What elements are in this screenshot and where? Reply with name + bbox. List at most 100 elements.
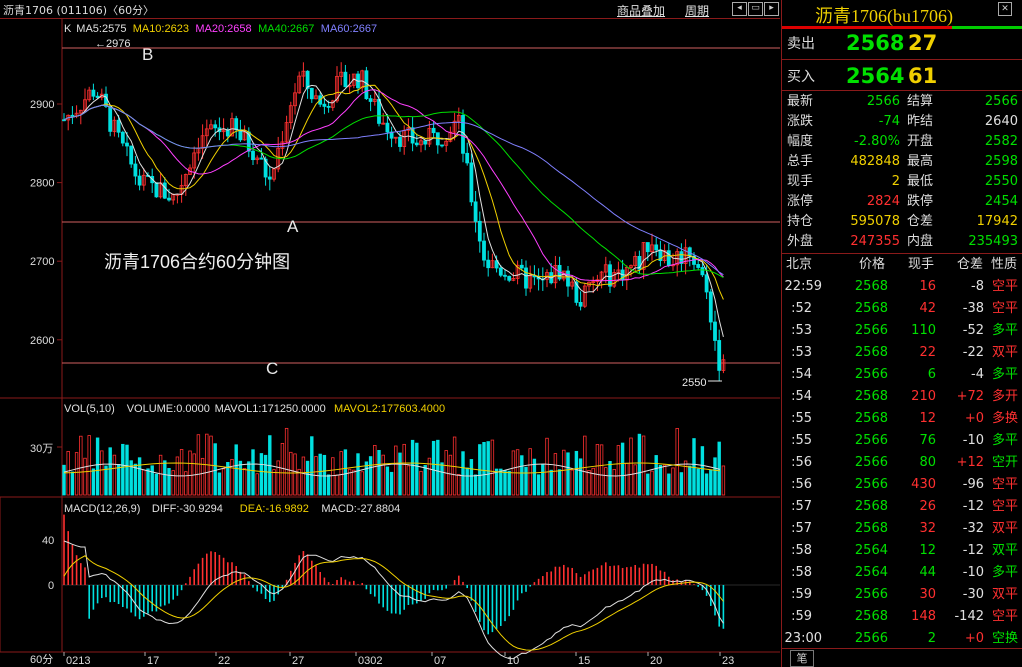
tick-price: 2566 bbox=[854, 587, 888, 602]
candle-body bbox=[578, 302, 583, 307]
mavol2-line bbox=[63, 462, 721, 474]
stat-label: 跌停 bbox=[907, 194, 934, 209]
tick-row[interactable]: :57 2568 26 -12 空平 bbox=[782, 496, 1022, 518]
candle-body bbox=[125, 142, 129, 147]
tick-oi-change: +0 bbox=[964, 631, 984, 646]
candle-body bbox=[251, 150, 255, 161]
tick-row[interactable]: :55 2568 12 +0 多换 bbox=[782, 408, 1022, 430]
buy-row: 买入 bbox=[787, 66, 815, 86]
tick-row[interactable]: :53 2568 22 -22 双平 bbox=[782, 342, 1022, 364]
tick-oi-change: -96 bbox=[962, 477, 984, 492]
candle-body bbox=[183, 174, 188, 186]
volume-bar bbox=[339, 451, 343, 496]
volume-bar bbox=[297, 468, 301, 496]
volume-bar bbox=[713, 457, 717, 496]
tick-row[interactable]: :59 2568 148 -142 空平 bbox=[782, 606, 1022, 628]
candle-body bbox=[641, 242, 646, 270]
prev-icon[interactable]: ◂ bbox=[732, 2, 747, 16]
macd-axis-label: 0 bbox=[48, 580, 54, 592]
tick-price: 2566 bbox=[854, 433, 888, 448]
date-tick-label: 15 bbox=[578, 655, 590, 667]
stat-label: 外盘 bbox=[787, 234, 814, 249]
tick-row[interactable]: :58 2564 44 -10 多平 bbox=[782, 562, 1022, 584]
candle-body bbox=[91, 89, 96, 97]
tick-row[interactable]: :59 2566 30 -30 双平 bbox=[782, 584, 1022, 606]
volume-bar bbox=[343, 449, 348, 496]
volume-bar bbox=[301, 456, 306, 496]
candle-body bbox=[465, 152, 470, 164]
tick-row[interactable]: :54 2566 6 -4 多平 bbox=[782, 364, 1022, 386]
tick-oi-change: -10 bbox=[962, 433, 984, 448]
minimize-icon[interactable]: ▭ bbox=[748, 2, 763, 16]
volume-bar bbox=[541, 464, 545, 496]
tick-row[interactable]: :56 2566 430 -96 空平 bbox=[782, 474, 1022, 496]
candle-body bbox=[431, 127, 436, 134]
next-icon[interactable]: ▸ bbox=[764, 2, 779, 16]
volume-bar bbox=[679, 472, 684, 496]
overlay-link[interactable]: 商品叠加 bbox=[617, 4, 666, 18]
tick-row[interactable]: 22:59 2568 16 -8 空平 bbox=[782, 276, 1022, 298]
candle-body bbox=[192, 152, 197, 169]
tick-qty: 76 bbox=[919, 433, 936, 448]
tick-row[interactable]: 23:00 2566 2 +0 空换 bbox=[782, 628, 1022, 650]
candle-body bbox=[335, 76, 339, 102]
tick-oi-change: -38 bbox=[962, 301, 984, 316]
volume-bar bbox=[604, 467, 608, 496]
ma-line bbox=[63, 84, 724, 300]
stat-label: 最高 bbox=[907, 154, 934, 169]
date-tick-label: 17 bbox=[147, 655, 159, 667]
volume-bar bbox=[200, 457, 205, 496]
volume-bar bbox=[696, 468, 700, 496]
volume-bar bbox=[150, 465, 154, 496]
ticks-list[interactable]: 22:59 2568 16 -8 空平:52 2568 42 -38 空平:53 2566 110-… bbox=[782, 276, 1022, 650]
tick-price: 2568 bbox=[854, 279, 888, 294]
tick-oi-change: -4 bbox=[971, 367, 984, 382]
volume-bar bbox=[112, 454, 117, 496]
tick-row[interactable]: :52 2568 42 -38 空平 bbox=[782, 298, 1022, 320]
tick-row[interactable]: :53 2566 110 -52 多平 bbox=[782, 320, 1022, 342]
tick-mode-button[interactable]: 笔 bbox=[790, 650, 814, 667]
tick-row[interactable]: :56 2566 80 +12 空开 bbox=[782, 452, 1022, 474]
stat-label: 仓差 bbox=[907, 214, 934, 229]
tick-oi-change: -142 bbox=[954, 609, 984, 624]
tick-time: :58 bbox=[791, 543, 812, 558]
ticks-header: 北京 价格 现手 仓差 性质 bbox=[782, 254, 1022, 276]
volume-bar bbox=[692, 438, 696, 496]
stat-label: 内盘 bbox=[907, 234, 934, 249]
tick-nature: 空换 bbox=[992, 631, 1019, 646]
ma-line bbox=[63, 89, 724, 282]
stat-value: 595078 bbox=[850, 214, 900, 229]
date-tick-label: 10 bbox=[507, 655, 519, 667]
volume-bar bbox=[70, 471, 75, 496]
volume-bar bbox=[146, 468, 150, 496]
close-icon[interactable]: ✕ bbox=[998, 2, 1012, 16]
period-link[interactable]: 周期 bbox=[685, 4, 710, 18]
volume-bar bbox=[574, 450, 579, 496]
tick-row[interactable]: :55 2566 76 -10 多平 bbox=[782, 430, 1022, 452]
tick-time: :56 bbox=[791, 455, 812, 470]
candle-body bbox=[377, 98, 381, 124]
stat-label: 涨跌 bbox=[787, 114, 814, 129]
candle-body bbox=[293, 92, 297, 107]
volume-bar bbox=[587, 470, 591, 496]
volume-bar bbox=[545, 437, 549, 496]
tick-row[interactable]: :58 2564 12 -12 双平 bbox=[782, 540, 1022, 562]
tick-row[interactable]: :57 2568 32 -32 双平 bbox=[782, 518, 1022, 540]
candle-body bbox=[553, 265, 558, 284]
stat-value: 235493 bbox=[968, 234, 1018, 249]
col-price: 价格 bbox=[859, 257, 886, 272]
tick-oi-change: +0 bbox=[964, 411, 984, 426]
tick-price: 2566 bbox=[854, 367, 888, 382]
volume-bar bbox=[217, 472, 222, 496]
tick-nature: 多平 bbox=[992, 367, 1019, 382]
volume-bar bbox=[389, 471, 394, 496]
kline-chart[interactable]: 2900 2800 2700 2600 K MA5:2575 MA10:2623 MA20:2… bbox=[0, 19, 780, 667]
volume-bar bbox=[142, 469, 146, 496]
volume-bar bbox=[154, 473, 159, 496]
volume-bar bbox=[436, 439, 440, 496]
stat-row: 现手 2 最低 2550 bbox=[782, 172, 1022, 192]
tick-qty: 210 bbox=[911, 389, 936, 404]
tick-row[interactable]: :54 2568 210 +72 多开 bbox=[782, 386, 1022, 408]
candle-body bbox=[393, 136, 398, 139]
volume-bar bbox=[62, 464, 66, 496]
